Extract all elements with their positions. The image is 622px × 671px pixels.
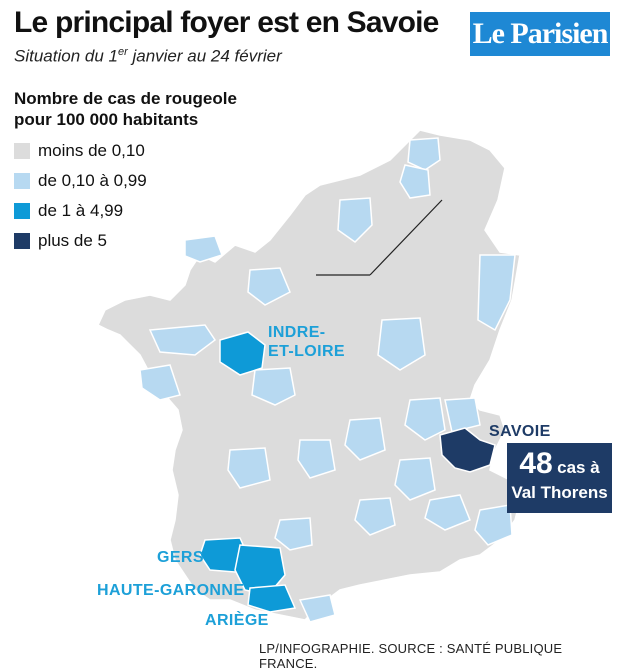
legend-item: moins de 0,10 xyxy=(14,136,147,166)
ariege-label: ARIÈGE xyxy=(205,612,269,629)
legend-swatch xyxy=(14,233,30,249)
le-parisien-logo: Le Parisien xyxy=(470,12,610,56)
paris-leader-line-diagonal xyxy=(369,199,443,276)
legend-label: plus de 5 xyxy=(38,231,107,250)
callout-place: Val Thorens xyxy=(511,483,608,502)
legend-swatch xyxy=(14,143,30,159)
callout-number: 48 xyxy=(519,447,553,480)
light-blue-departments xyxy=(139,137,516,623)
legend-item: plus de 5 xyxy=(14,226,147,256)
gers-label: GERS xyxy=(157,549,204,566)
legend-item: de 1 à 4,99 xyxy=(14,196,147,226)
haute-garonne-label: HAUTE-GARONNE xyxy=(97,582,245,599)
val-thorens-callout: 48 cas à Val Thorens xyxy=(507,443,612,513)
legend-label: de 0,10 à 0,99 xyxy=(38,171,147,190)
legend-swatch xyxy=(14,173,30,189)
indre-et-loire-label-line1: INDRE- xyxy=(268,324,326,341)
indre-et-loire-label-line2: ET-LOIRE xyxy=(268,343,345,360)
savoie-shape xyxy=(439,427,496,473)
indre-et-loire-label: INDRE- ET-LOIRE xyxy=(268,323,345,361)
legend-swatch xyxy=(14,203,30,219)
source-credit: LP/INFOGRAPHIE. SOURCE : SANTÉ PUBLIQUE … xyxy=(259,641,563,671)
callout-unit: cas à xyxy=(557,458,600,477)
legend-item: de 0,10 à 0,99 xyxy=(14,166,147,196)
savoie-label: SAVOIE xyxy=(489,423,551,440)
legend-label: moins de 0,10 xyxy=(38,141,145,160)
medium-blue-departments xyxy=(199,331,297,613)
legend: moins de 0,10 de 0,10 à 0,99 de 1 à 4,99… xyxy=(14,136,147,256)
legend-title: Nombre de cas de rougeole pour 100 000 h… xyxy=(14,89,237,129)
ariege-shape xyxy=(247,584,297,613)
map-title: Le principal foyer est en Savoie xyxy=(14,6,439,39)
indre-et-loire-shape xyxy=(219,331,266,376)
legend-label: de 1 à 4,99 xyxy=(38,201,124,220)
map-subtitle: Situation du 1er janvier au 24 février xyxy=(14,46,282,66)
